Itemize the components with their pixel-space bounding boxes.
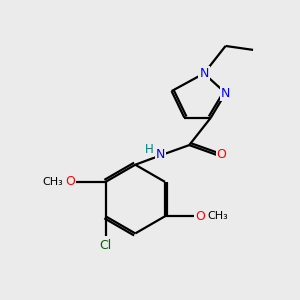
Text: O: O — [65, 176, 75, 188]
Text: CH₃: CH₃ — [42, 177, 63, 187]
Text: O: O — [217, 148, 226, 161]
Text: O: O — [195, 210, 205, 223]
Text: H: H — [145, 143, 153, 157]
Text: N: N — [156, 148, 166, 161]
Text: CH₃: CH₃ — [208, 211, 228, 221]
Text: Cl: Cl — [99, 239, 112, 252]
Text: N: N — [199, 67, 209, 80]
Text: N: N — [221, 87, 230, 100]
